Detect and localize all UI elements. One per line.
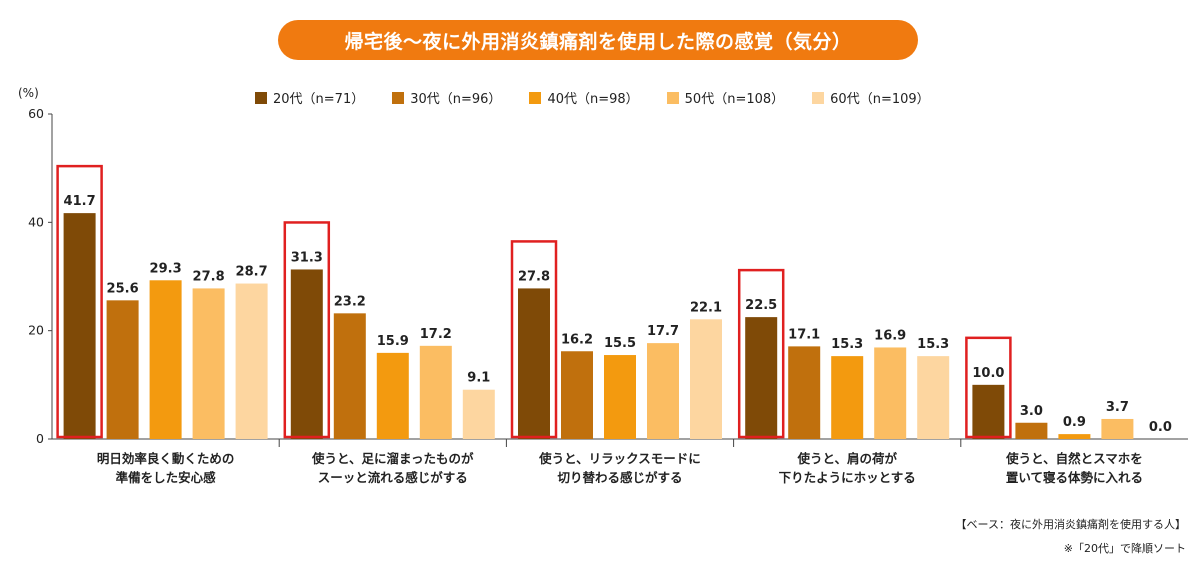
legend-label: 60代（n=109）	[830, 92, 930, 107]
bar	[333, 313, 366, 439]
y-axis-unit: (%)	[18, 86, 39, 100]
data-label: 9.1	[467, 371, 490, 386]
data-label: 22.5	[745, 298, 777, 313]
data-label: 17.1	[788, 327, 820, 342]
y-tick-label: 40	[28, 214, 44, 229]
category-label: 準備をした安心感	[116, 470, 217, 485]
category-label: 使うと、肩の荷が	[796, 451, 897, 466]
y-tick-label: 20	[28, 323, 44, 338]
data-label: 29.3	[150, 261, 182, 276]
legend-item: 50代（n=108）	[666, 88, 785, 107]
category-label: スーッと流れる感じがする	[318, 470, 468, 485]
bar	[419, 345, 452, 439]
bar	[192, 288, 225, 439]
data-label: 25.6	[107, 281, 139, 296]
data-label: 27.8	[518, 269, 550, 284]
bar	[149, 280, 182, 439]
footnote-base: 【ベース：夜に外用消炎鎮痛剤を使用する人】	[955, 518, 1186, 531]
legend-item: 20代（n=71）	[255, 88, 364, 107]
data-label: 17.7	[647, 324, 679, 339]
bar	[745, 317, 778, 439]
bar	[1058, 434, 1091, 439]
category-label: 使うと、足に溜まったものが	[311, 451, 474, 466]
legend-swatch	[666, 91, 679, 104]
data-label: 16.9	[874, 328, 906, 343]
data-label: 15.9	[377, 334, 409, 349]
data-label: 3.7	[1106, 400, 1129, 415]
bar	[604, 355, 636, 439]
legend-swatch	[812, 91, 825, 104]
category-label: 使うと、リラックスモードに	[538, 451, 701, 466]
category-label: 明日効率良く動くための	[97, 451, 235, 466]
data-label: 15.5	[604, 336, 636, 351]
legend-label: 50代（n=108）	[684, 92, 785, 107]
bar	[376, 352, 409, 439]
highlight-box	[965, 336, 1012, 439]
bar	[831, 356, 864, 439]
chart-title: 帰宅後～夜に外用消炎鎮痛剤を使用した際の感覚（気分）	[278, 20, 918, 60]
bar	[972, 384, 1005, 439]
bar	[874, 347, 907, 439]
legend-label: 30代（n=96）	[410, 92, 502, 107]
bar	[518, 288, 550, 439]
legend-item: 40代（n=98）	[529, 88, 639, 107]
data-label: 15.3	[831, 337, 863, 352]
legend-label: 40代（n=98）	[547, 92, 639, 107]
data-label: 27.8	[193, 269, 225, 284]
footnote-sort: ※「20代」で降順ソート	[1063, 542, 1186, 555]
bar	[690, 319, 722, 439]
category-label: 切り替わる感じがする	[557, 470, 682, 485]
y-tick-label: 0	[36, 431, 44, 446]
bar	[106, 300, 139, 439]
category-label: 下りたようにホッとする	[779, 470, 916, 485]
legend-item: 30代（n=96）	[392, 88, 501, 107]
legend-item: 60代（n=109）	[812, 88, 930, 107]
data-label: 17.2	[420, 327, 452, 342]
bar	[63, 213, 96, 439]
legend: 20代（n=71） 30代（n=96） 40代（n=98） 50代（n=108） 60代…	[255, 88, 958, 107]
bar	[290, 269, 323, 439]
data-label: 15.3	[917, 337, 949, 352]
data-label: 16.2	[561, 332, 593, 347]
legend-label: 20代（n=71）	[273, 92, 365, 107]
data-label: 0.0	[1149, 420, 1172, 435]
bar	[1015, 422, 1048, 439]
bar	[1101, 418, 1134, 439]
highlight-box	[510, 240, 558, 439]
data-label: 10.0	[972, 366, 1004, 381]
highlight-box	[56, 164, 103, 439]
data-label: 23.2	[334, 294, 366, 309]
bar	[917, 356, 950, 439]
bar	[462, 389, 495, 439]
legend-swatch	[529, 91, 542, 104]
data-label: 28.7	[236, 265, 268, 280]
data-label: 3.0	[1020, 404, 1043, 419]
data-label: 41.7	[64, 194, 96, 209]
y-tick-label: 60	[28, 106, 44, 121]
legend-swatch	[392, 91, 405, 104]
highlight-box	[737, 268, 785, 439]
data-label: 31.3	[291, 250, 323, 265]
bar	[561, 351, 593, 439]
data-label: 22.1	[690, 300, 722, 315]
bar	[647, 343, 679, 439]
highlight-box	[283, 221, 331, 439]
data-label: 0.9	[1063, 415, 1086, 430]
category-label: 置いて寝る体勢に入れる	[1006, 470, 1143, 485]
category-label: 使うと、自然とスマホを	[1005, 451, 1143, 466]
bar	[788, 346, 821, 439]
bar	[235, 283, 268, 439]
legend-swatch	[255, 91, 267, 104]
